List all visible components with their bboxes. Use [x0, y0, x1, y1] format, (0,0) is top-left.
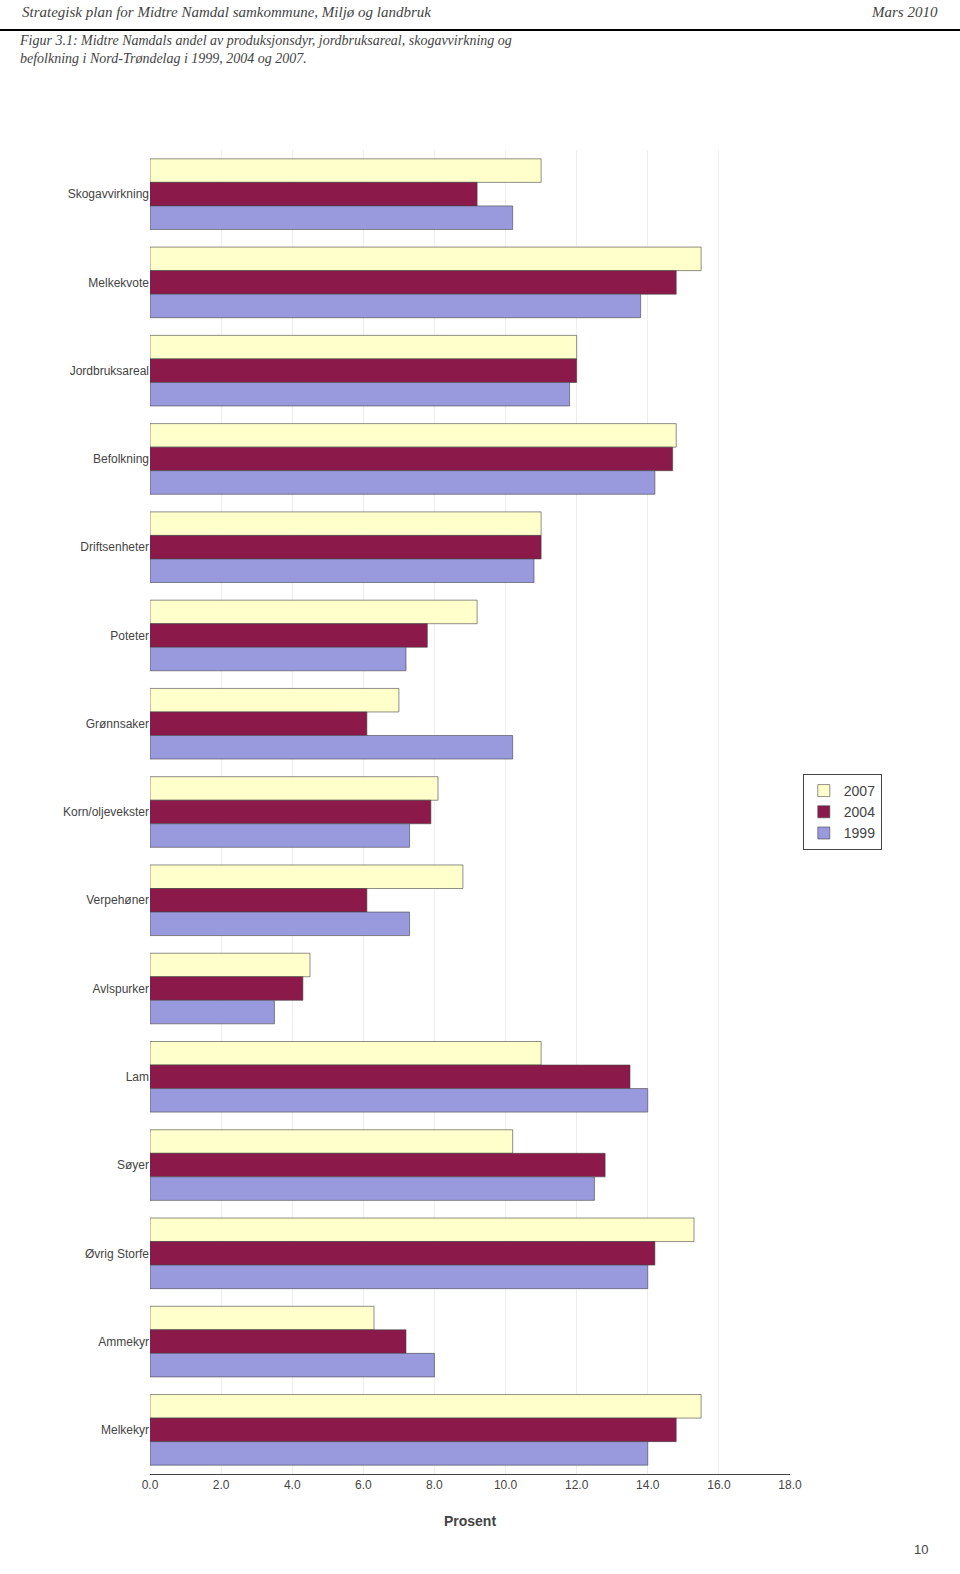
svg-text:4.0: 4.0: [284, 1478, 301, 1492]
svg-text:Mars 2010: Mars 2010: [871, 4, 938, 20]
svg-text:Grønnsaker: Grønnsaker: [86, 717, 149, 731]
svg-text:2007: 2007: [844, 783, 875, 799]
svg-text:2004: 2004: [844, 804, 875, 820]
svg-text:Skogavvirkning: Skogavvirkning: [68, 187, 149, 201]
svg-text:8.0: 8.0: [426, 1478, 443, 1492]
svg-text:Prosent: Prosent: [444, 1513, 496, 1529]
svg-text:Poteter: Poteter: [110, 629, 149, 643]
svg-text:Melkekvote: Melkekvote: [88, 276, 149, 290]
svg-text:1999: 1999: [844, 825, 875, 841]
svg-text:Verpehøner: Verpehøner: [86, 893, 149, 907]
svg-text:Melkekyr: Melkekyr: [101, 1423, 149, 1437]
svg-text:10: 10: [914, 1542, 928, 1557]
svg-text:Lam: Lam: [126, 1070, 149, 1084]
svg-text:Avlspurker: Avlspurker: [93, 982, 149, 996]
svg-text:2.0: 2.0: [213, 1478, 230, 1492]
svg-text:18.0: 18.0: [778, 1478, 802, 1492]
svg-text:14.0: 14.0: [636, 1478, 660, 1492]
svg-text:12.0: 12.0: [565, 1478, 589, 1492]
svg-text:6.0: 6.0: [355, 1478, 372, 1492]
svg-text:Korn/oljevekster: Korn/oljevekster: [63, 805, 149, 819]
svg-text:0.0: 0.0: [142, 1478, 159, 1492]
svg-text:Jordbruksareal: Jordbruksareal: [70, 364, 149, 378]
svg-text:Ammekyr: Ammekyr: [98, 1335, 149, 1349]
svg-text:10.0: 10.0: [494, 1478, 518, 1492]
svg-text:Figur 3.1: Midtre Namdals ande: Figur 3.1: Midtre Namdals andel av produ…: [19, 33, 512, 66]
svg-text:Strategisk plan for Midtre Nam: Strategisk plan for Midtre Namdal samkom…: [22, 4, 431, 20]
svg-text:Søyer: Søyer: [117, 1158, 149, 1172]
svg-text:Øvrig Storfe: Øvrig Storfe: [85, 1247, 149, 1261]
svg-text:Driftsenheter: Driftsenheter: [80, 540, 149, 554]
svg-text:Befolkning: Befolkning: [93, 452, 149, 466]
svg-text:16.0: 16.0: [707, 1478, 731, 1492]
